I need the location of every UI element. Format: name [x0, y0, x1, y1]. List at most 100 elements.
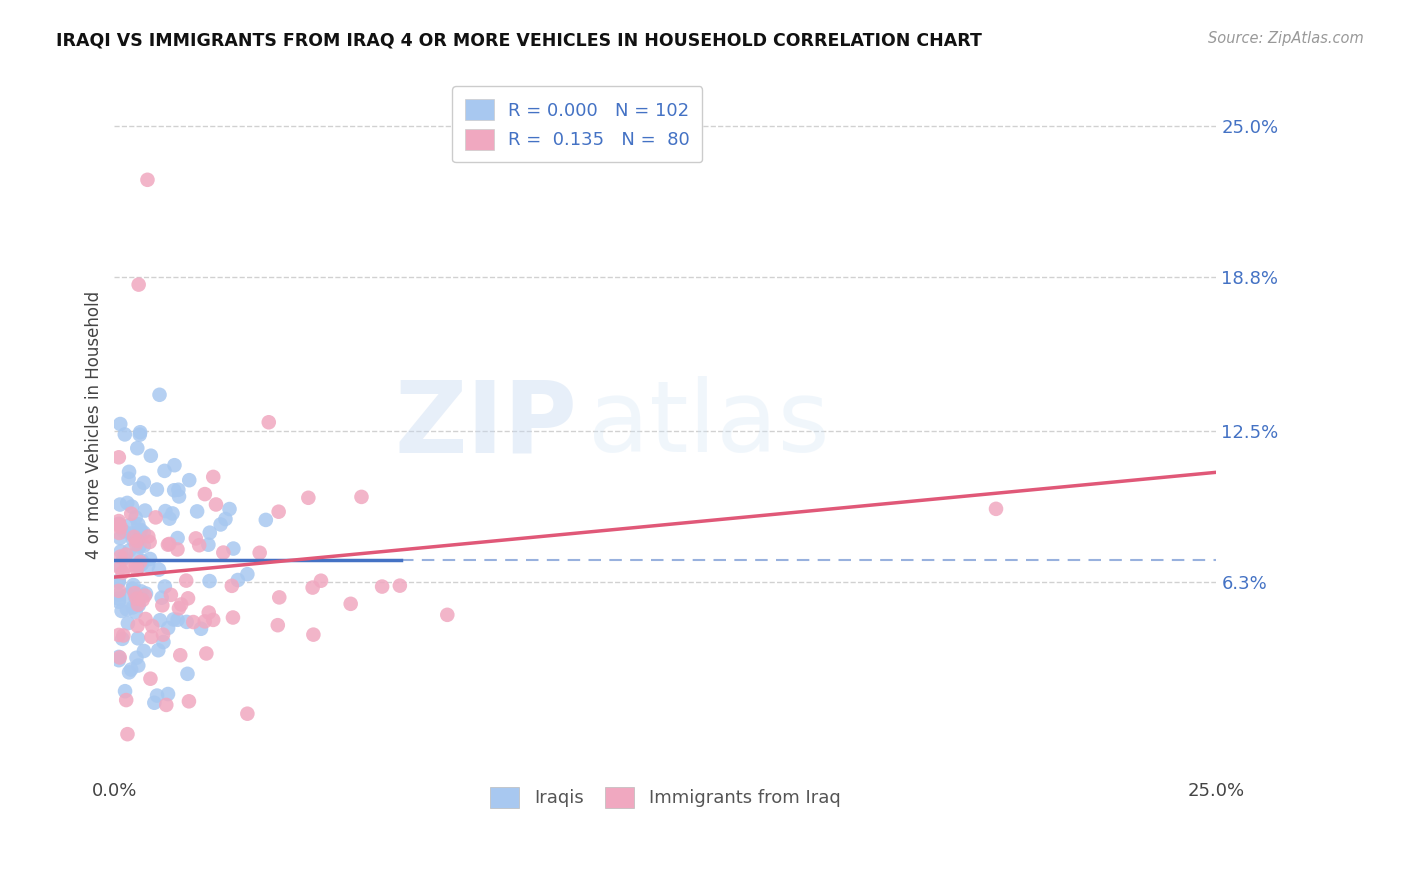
Point [309, 574, 332, 588]
Point [108, 574, 131, 589]
Point [136, 529, 159, 543]
Point [111, 566, 134, 580]
Point [129, 524, 152, 539]
Point [138, 535, 160, 549]
Point [436, 607, 458, 622]
Point [157, 621, 180, 635]
Point [371, 580, 394, 594]
Point [108, 650, 131, 665]
Point [190, 622, 212, 636]
Point [114, 684, 136, 698]
Point [150, 599, 173, 613]
Point [110, 604, 132, 618]
Point [194, 487, 217, 501]
Point [122, 530, 145, 544]
Point [179, 473, 201, 487]
Point [150, 591, 173, 605]
Point [112, 551, 135, 566]
Point [108, 574, 131, 588]
Point [129, 584, 152, 599]
Text: IRAQI VS IMMIGRANTS FROM IRAQ 4 OR MORE VEHICLES IN HOUSEHOLD CORRELATION CHART: IRAQI VS IMMIGRANTS FROM IRAQ 4 OR MORE … [56, 31, 983, 49]
Point [162, 612, 184, 626]
Point [198, 574, 221, 588]
Point [110, 549, 132, 564]
Point [267, 618, 290, 632]
Point [152, 635, 174, 649]
Point [157, 537, 180, 551]
Point [166, 613, 188, 627]
Point [125, 650, 148, 665]
Point [176, 666, 198, 681]
Point [226, 573, 249, 587]
Point [139, 552, 162, 566]
Point [117, 588, 139, 602]
Point [110, 520, 132, 534]
Point [177, 694, 200, 708]
Point [198, 525, 221, 540]
Point [155, 504, 177, 518]
Point [125, 591, 148, 606]
Point [135, 586, 157, 600]
Point [984, 501, 1007, 516]
Point [120, 663, 142, 677]
Text: Source: ZipAtlas.com: Source: ZipAtlas.com [1208, 31, 1364, 46]
Point [141, 619, 163, 633]
Point [143, 696, 166, 710]
Point [128, 277, 150, 292]
Y-axis label: 4 or more Vehicles in Household: 4 or more Vehicles in Household [86, 291, 103, 558]
Point [125, 547, 148, 561]
Point [221, 579, 243, 593]
Point [118, 518, 141, 533]
Point [117, 472, 139, 486]
Point [139, 449, 162, 463]
Point [114, 427, 136, 442]
Point [125, 562, 148, 576]
Point [212, 545, 235, 559]
Point [118, 665, 141, 680]
Point [124, 591, 146, 606]
Point [110, 544, 132, 558]
Point [108, 588, 131, 602]
Point [115, 496, 138, 510]
Point [156, 538, 179, 552]
Point [117, 727, 139, 741]
Point [186, 504, 208, 518]
Point [163, 483, 186, 498]
Point [167, 483, 190, 497]
Point [254, 513, 277, 527]
Text: atlas: atlas [588, 376, 830, 474]
Point [125, 537, 148, 551]
Point [108, 649, 131, 664]
Point [128, 481, 150, 495]
Point [115, 559, 138, 574]
Point [108, 531, 131, 545]
Point [129, 425, 152, 440]
Point [222, 541, 245, 556]
Point [108, 517, 131, 532]
Point [136, 558, 159, 573]
Point [302, 627, 325, 641]
Point [148, 388, 170, 402]
Point [167, 601, 190, 615]
Point [108, 558, 131, 573]
Point [153, 464, 176, 478]
Point [108, 583, 131, 598]
Point [110, 417, 132, 431]
Point [188, 538, 211, 552]
Point [127, 632, 149, 646]
Point [176, 615, 198, 629]
Point [159, 511, 181, 525]
Point [132, 475, 155, 490]
Point [117, 616, 139, 631]
Point [297, 491, 319, 505]
Point [127, 598, 149, 612]
Point [127, 658, 149, 673]
Point [127, 441, 149, 455]
Point [134, 589, 156, 603]
Point [111, 632, 134, 646]
Point [174, 574, 197, 588]
Point [125, 558, 148, 573]
Point [155, 698, 177, 712]
Point [218, 502, 240, 516]
Point [121, 582, 143, 596]
